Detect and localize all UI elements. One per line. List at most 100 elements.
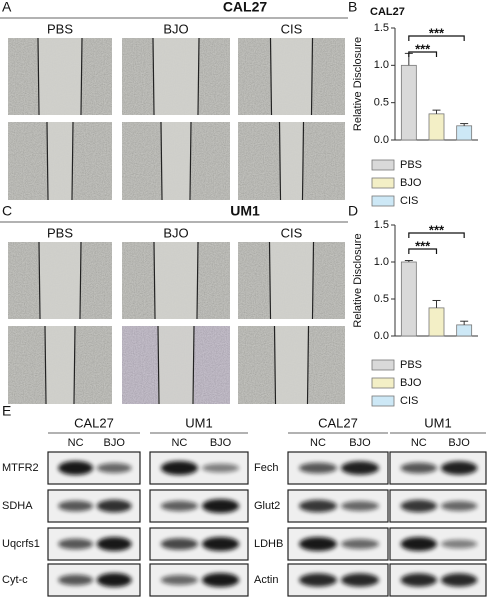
lane-label: NC <box>171 437 187 449</box>
wound-image <box>238 241 345 320</box>
legend-label: PBS <box>400 159 422 171</box>
wound-edge <box>152 37 155 116</box>
blot-band <box>440 573 478 587</box>
blot-band <box>440 539 478 549</box>
significance-label: *** <box>415 41 431 56</box>
column-label: CIS <box>281 225 303 240</box>
blot <box>149 527 249 561</box>
protein-label: Actin <box>254 574 278 586</box>
blot <box>389 563 487 597</box>
group-label: CAL27 <box>74 415 114 430</box>
blot-band <box>58 538 94 550</box>
wound-gap <box>279 122 304 200</box>
protein-label: Cyt-c <box>2 574 28 586</box>
wound-edge <box>197 37 200 116</box>
wound-edge <box>44 325 47 405</box>
wound-edge <box>192 325 195 405</box>
blot <box>47 451 141 485</box>
significance-bracket <box>408 232 465 238</box>
wound-edge <box>80 37 83 116</box>
lane-label: NC <box>411 437 427 449</box>
lane-label: BJO <box>210 437 232 449</box>
blot-band <box>299 462 337 474</box>
legend-label: CIS <box>400 395 418 407</box>
wound-edge <box>278 121 282 201</box>
wound-image <box>8 325 112 405</box>
group-label: UM1 <box>185 415 212 430</box>
legend-swatch <box>371 195 395 207</box>
y-tick-label: 1.5 <box>374 219 389 231</box>
wound-gap <box>274 326 309 404</box>
blot-band <box>400 573 438 587</box>
blot <box>149 489 249 523</box>
column-label: CIS <box>281 21 303 36</box>
wound-image <box>238 325 345 405</box>
wound-edge <box>268 241 272 320</box>
blot-band <box>440 501 478 511</box>
legend-label: BJO <box>400 177 422 189</box>
y-axis-label: Relative Disclosure <box>352 233 364 327</box>
wound-image <box>122 37 230 116</box>
blot <box>149 451 249 485</box>
blot-band <box>96 537 132 551</box>
blot-band <box>341 539 379 549</box>
wound-edge <box>273 325 277 405</box>
protein-label: MTFR2 <box>2 462 39 474</box>
significance-label: *** <box>429 25 445 40</box>
significance-label: *** <box>429 222 445 237</box>
wound-edge <box>46 121 49 201</box>
column-label: BJO <box>163 225 188 240</box>
blot <box>389 527 487 561</box>
blot <box>287 451 389 485</box>
blot-band <box>58 574 94 586</box>
wound-edge <box>189 121 192 201</box>
blot-band <box>160 500 199 512</box>
legend-swatch <box>371 359 395 371</box>
blot-band <box>341 573 379 587</box>
blot-band <box>96 463 132 473</box>
blot-band <box>299 573 337 587</box>
panel-title: CAL27 <box>223 0 268 15</box>
lane-label: BJO <box>448 437 470 449</box>
protein-label: Fech <box>254 462 278 474</box>
wound-edge <box>157 325 160 405</box>
blot-band <box>341 461 379 475</box>
blot-band <box>299 537 337 551</box>
wound-edge <box>73 325 76 405</box>
legend-swatch <box>371 377 395 389</box>
wound-image <box>8 37 112 116</box>
wound-edge <box>310 37 314 116</box>
legend-swatch <box>371 395 395 407</box>
legend-swatch <box>371 177 395 189</box>
wound-gap <box>45 326 75 404</box>
group-label: UM1 <box>424 415 451 430</box>
legend-label: BJO <box>400 377 422 389</box>
bar <box>400 261 417 337</box>
blot-band <box>96 499 132 513</box>
blot-band <box>341 501 379 511</box>
blot <box>149 563 249 597</box>
wound-edge <box>153 241 156 320</box>
wound-edge <box>306 325 310 405</box>
y-tick-label: 1.0 <box>374 59 389 71</box>
wound-image <box>238 37 345 116</box>
bar <box>428 113 445 141</box>
bar <box>400 64 417 141</box>
significance-label: *** <box>415 238 431 253</box>
lane-label: BJO <box>104 437 126 449</box>
protein-label: LDHB <box>254 538 283 550</box>
blot <box>287 489 389 523</box>
blot-band <box>160 538 199 550</box>
blot-band <box>400 499 438 513</box>
y-tick-label: 0.0 <box>374 134 389 146</box>
blot <box>389 451 487 485</box>
panel-letter: D <box>348 203 358 219</box>
group-label: CAL27 <box>318 415 358 430</box>
wound-edge <box>71 121 74 201</box>
wound-image <box>122 325 230 405</box>
blot-band <box>160 461 199 475</box>
bar <box>428 307 445 337</box>
legend-swatch <box>371 159 395 171</box>
column-label: BJO <box>163 21 188 36</box>
significance-bracket <box>408 51 438 57</box>
